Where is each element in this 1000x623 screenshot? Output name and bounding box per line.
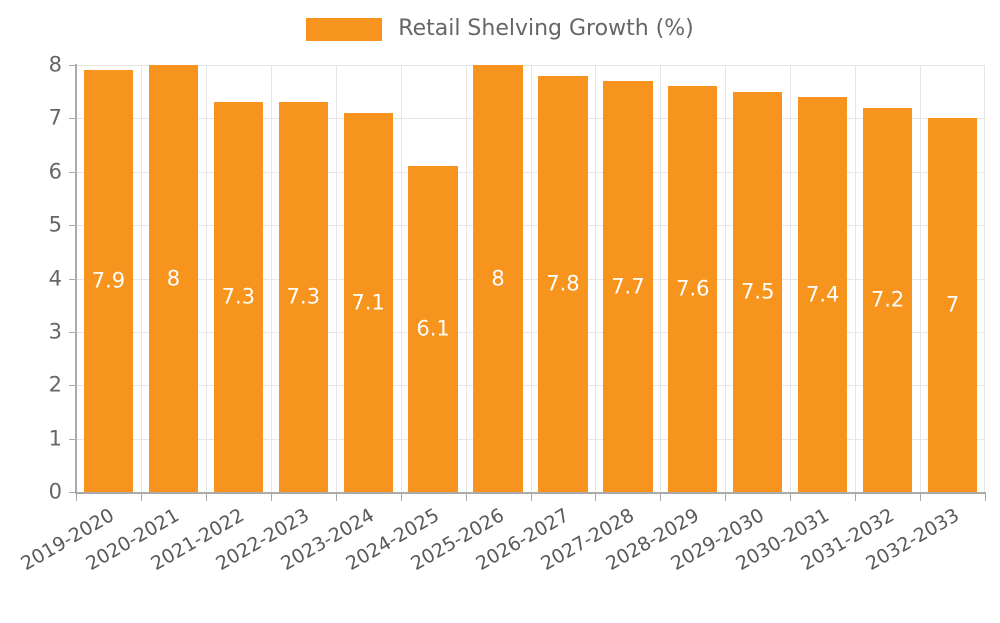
bar-value-label: 7.3 [221, 284, 256, 309]
legend-color-swatch [306, 17, 383, 41]
x-axis-tick-mark [335, 494, 337, 501]
bar-value-label: 7.6 [676, 276, 710, 301]
x-axis-spine [75, 492, 986, 494]
bar[interactable] [862, 107, 913, 492]
y-axis-tick-label: 2 [48, 372, 62, 397]
y-axis-tick-mark [69, 385, 75, 387]
bar-value-label: 8 [166, 266, 181, 290]
bar[interactable] [408, 166, 458, 492]
bar[interactable] [278, 102, 328, 492]
x-axis-tick-mark [465, 494, 467, 501]
legend-label: Retail Shelving Growth (%) [398, 16, 694, 41]
y-axis-tick-mark [69, 225, 75, 227]
bar-value-label: 7.1 [351, 290, 385, 315]
chart-legend: Retail Shelving Growth (%) [0, 14, 1000, 44]
gridline-vertical [270, 65, 272, 492]
gridline-vertical [205, 65, 207, 492]
bar-value-label: 7.3 [286, 284, 320, 309]
bar-value-label: 7 [945, 292, 960, 317]
y-axis-tick-mark [69, 65, 75, 66]
y-axis-tick-label: 4 [48, 266, 62, 290]
bar[interactable] [733, 91, 783, 492]
y-axis-tick-mark [69, 171, 75, 173]
y-axis-tick-label: 7 [48, 105, 62, 130]
bar[interactable] [343, 113, 393, 492]
bar[interactable] [473, 65, 523, 492]
x-axis-tick-mark [985, 494, 986, 501]
y-axis-tick-label: 8 [48, 52, 62, 77]
y-axis-tick-label: 0 [48, 479, 62, 504]
x-axis-tick-mark [920, 494, 922, 501]
bar-value-label: 6.1 [416, 316, 450, 341]
gridline-vertical [920, 65, 922, 492]
gridline-vertical [984, 65, 985, 492]
bar[interactable] [668, 86, 718, 492]
bar[interactable] [83, 70, 134, 492]
bar[interactable] [927, 118, 978, 492]
y-axis-tick-mark [69, 118, 75, 120]
x-axis-tick-mark [530, 494, 532, 501]
x-axis-tick-mark [76, 494, 77, 501]
gridline-vertical [725, 65, 727, 492]
y-axis-tick-mark [69, 278, 75, 280]
x-axis-tick-mark [790, 494, 792, 501]
y-axis-tick-label: 3 [48, 319, 62, 344]
gridline-vertical [400, 65, 402, 492]
bar[interactable] [603, 81, 653, 492]
bar[interactable] [213, 102, 263, 492]
x-axis-tick-mark [725, 494, 727, 501]
gridline-vertical [465, 65, 467, 492]
y-axis-tick-label: 5 [48, 212, 62, 237]
y-axis-tick-mark [69, 438, 75, 440]
bar-value-label: 7.9 [91, 268, 126, 293]
x-axis-tick-mark [660, 494, 662, 501]
y-axis-tick-mark [69, 492, 75, 493]
x-axis-tick-mark [595, 494, 597, 501]
x-axis-tick-mark [400, 494, 402, 501]
gridline-vertical [660, 65, 662, 492]
bar[interactable] [798, 97, 848, 492]
x-axis-tick-mark [855, 494, 857, 501]
bar-value-label: 7.2 [870, 287, 905, 312]
y-axis-tick-mark [69, 331, 75, 333]
gridline-vertical [855, 65, 857, 492]
bar-value-label: 7.8 [546, 271, 580, 296]
x-axis-tick-mark [140, 494, 142, 501]
bar[interactable] [148, 65, 199, 492]
bar-value-label: 7.7 [611, 274, 645, 298]
gridline-vertical [530, 65, 532, 492]
bar-chart: Retail Shelving Growth (%) 0 1 2 3 4 5 6 7 8 7.9… [0, 0, 1000, 600]
bar-value-label: 7.4 [805, 282, 840, 306]
bar[interactable] [538, 75, 588, 492]
y-axis-spine [75, 64, 77, 493]
y-axis-tick-labels: 0 1 2 3 4 5 6 7 8 [0, 0, 62, 600]
plot-area: 7.9 8 7.3 7.3 7.1 6.1 8 7.8 7.7 7.6 7.5 7.4 7.2 7 [76, 65, 985, 493]
bar-value-label: 7.5 [741, 279, 775, 304]
gridline-vertical [790, 65, 792, 492]
bar-value-label: 8 [491, 266, 505, 290]
y-axis-tick-label: 6 [48, 159, 62, 184]
x-axis-tick-mark [270, 494, 272, 501]
gridline-vertical [335, 65, 337, 492]
gridline-vertical [140, 65, 142, 492]
gridline-vertical [595, 65, 597, 492]
y-axis-tick-label: 1 [48, 426, 62, 451]
x-axis-tick-mark [205, 494, 207, 501]
